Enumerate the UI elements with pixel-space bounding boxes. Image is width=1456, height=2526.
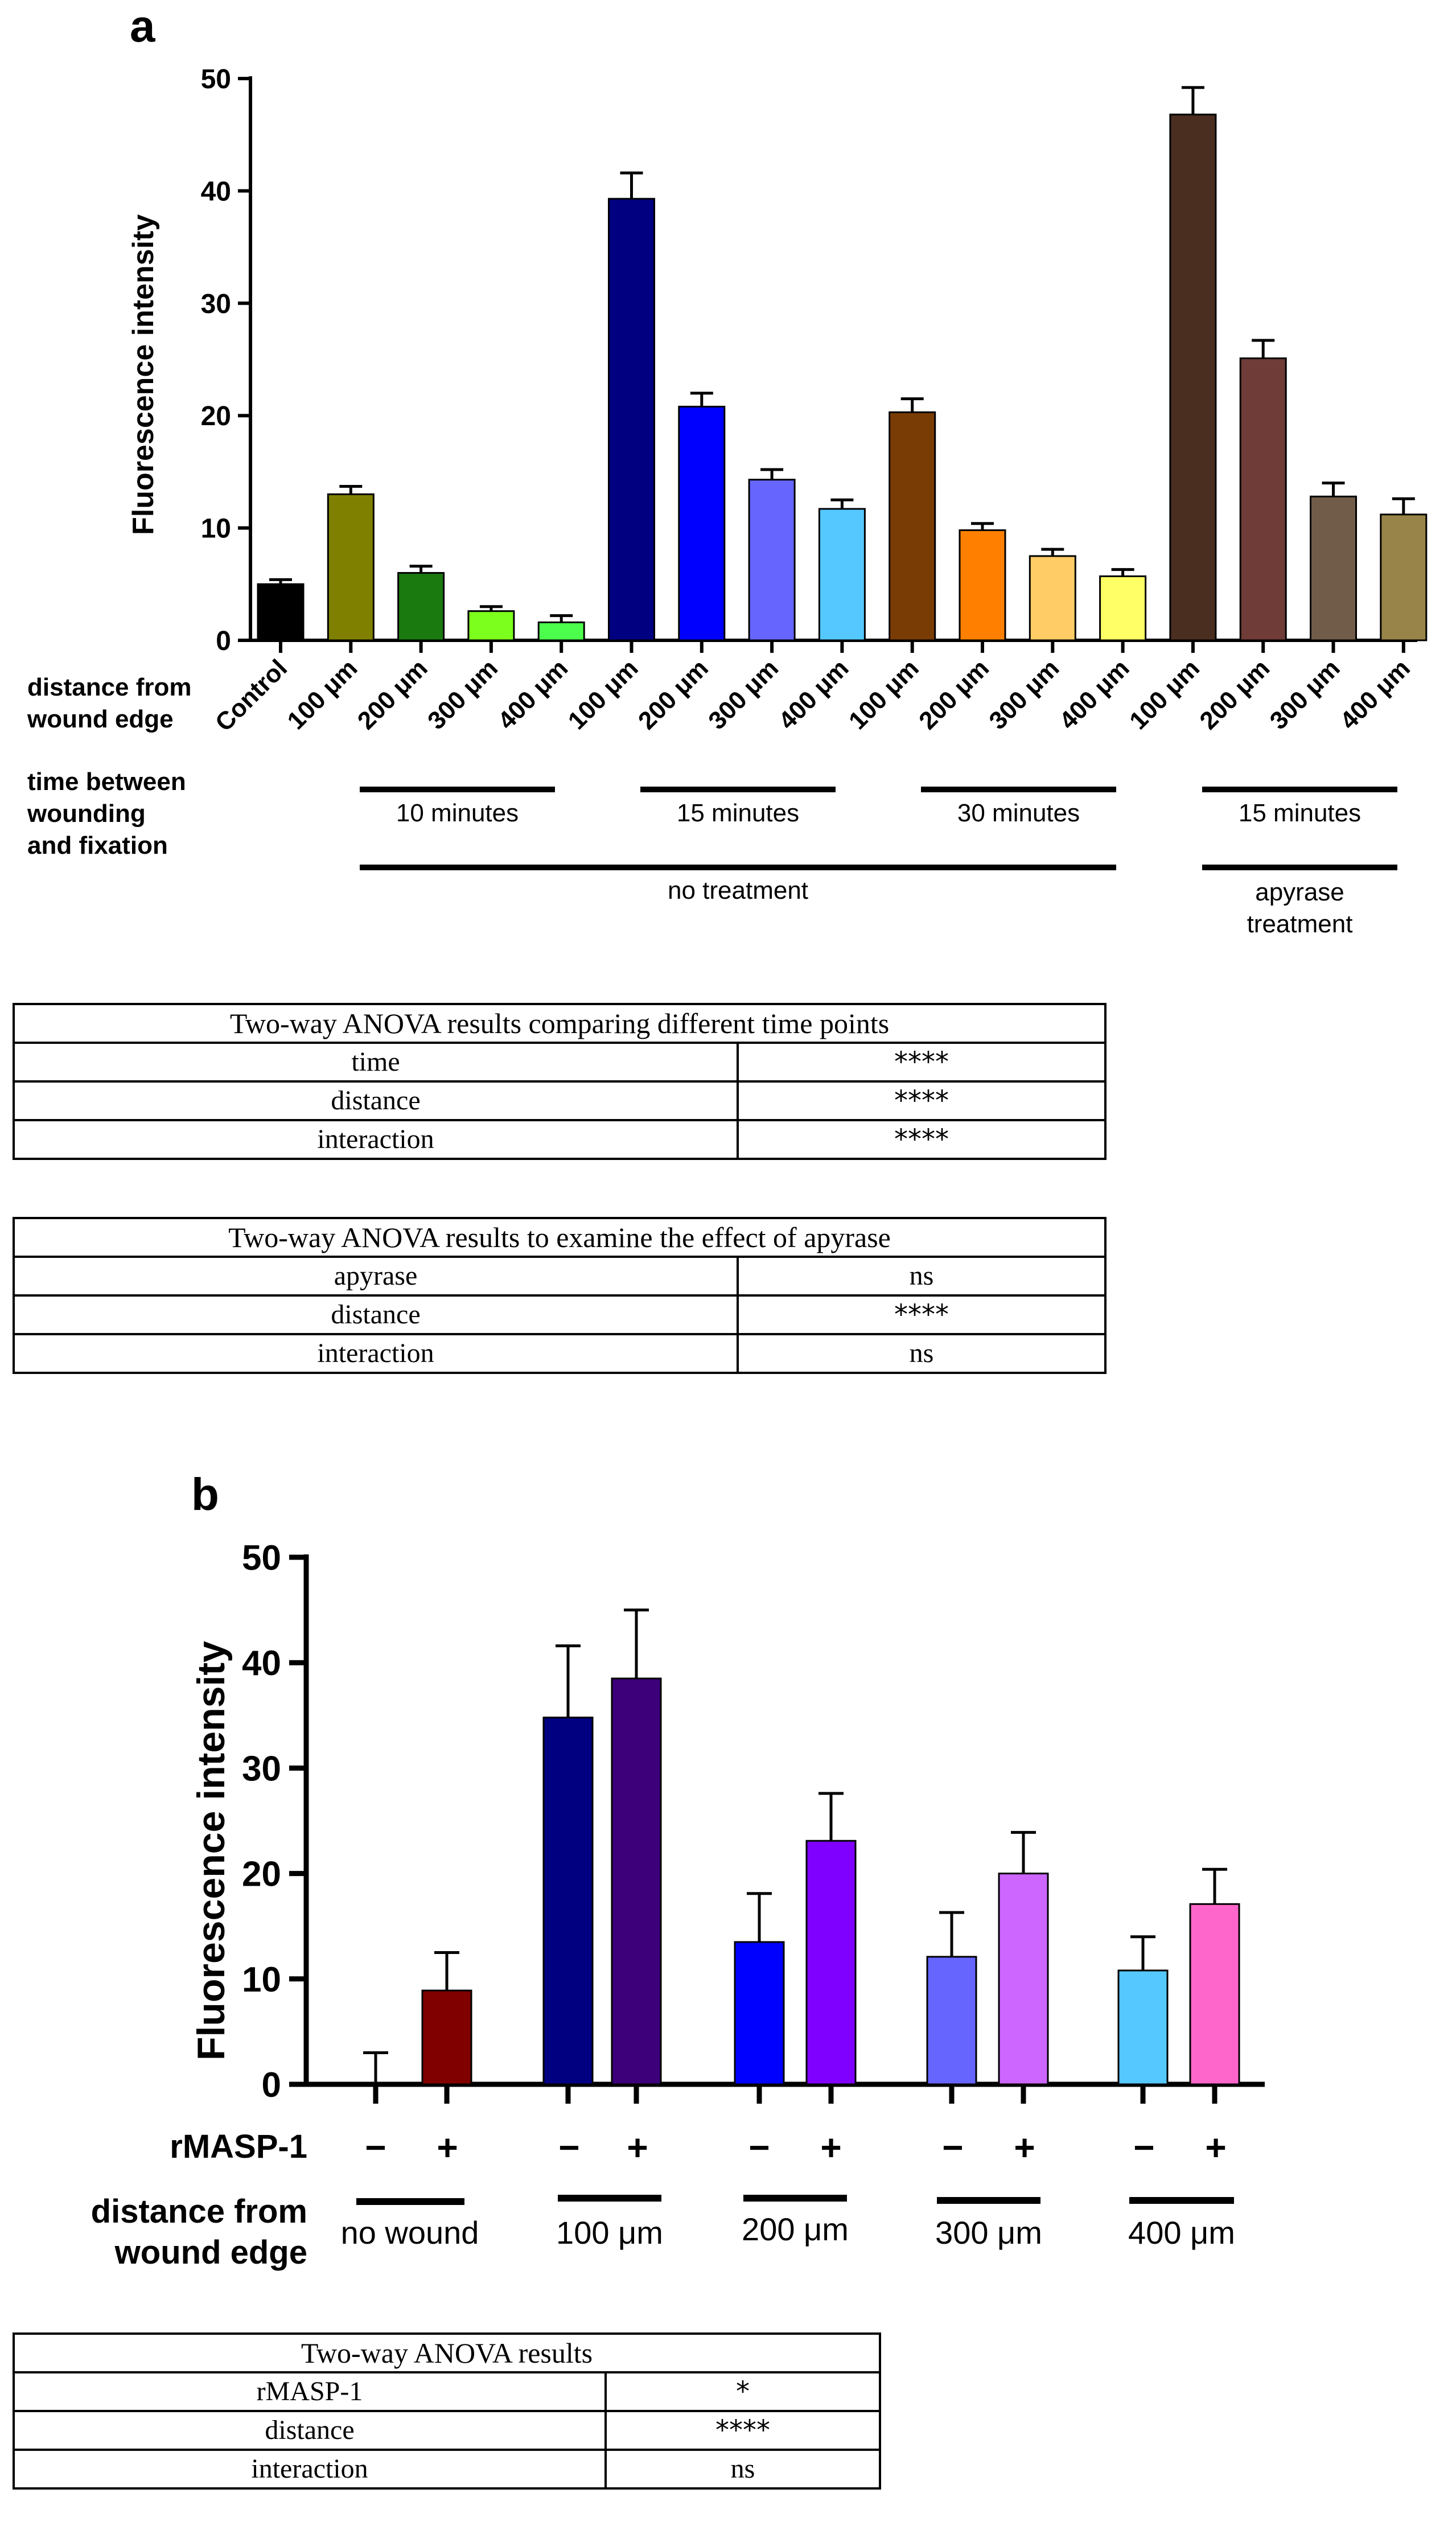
table-sig: ns — [604, 2449, 881, 2490]
anova-table-apyrase: Two-way ANOVA results to examine the eff… — [13, 1217, 1107, 1374]
panel-b-rmasp-row-label: rMASP-1 — [170, 2128, 307, 2165]
bar — [1029, 555, 1076, 641]
bar — [1169, 113, 1217, 641]
y-tick-label: 20 — [201, 401, 231, 431]
bar — [257, 583, 305, 641]
time-group-15min-apyrase: 15 minutes — [1238, 799, 1362, 827]
anova-table-rmasp: Two-way ANOVA results rMASP-1 * distance *… — [13, 2332, 881, 2490]
bar — [537, 621, 585, 641]
table-factor: distance — [13, 1080, 739, 1121]
table-factor: interaction — [13, 1333, 739, 1374]
y-tick-label: 40 — [201, 176, 231, 207]
table-sig: **** — [737, 1119, 1107, 1160]
panel-b-group-lines — [356, 2195, 1234, 2205]
bar — [889, 411, 936, 641]
table-sig: **** — [737, 1294, 1107, 1335]
time-group-30min: 30 minutes — [957, 799, 1080, 827]
table-sig: ns — [737, 1333, 1107, 1374]
sign-minus: − — [558, 2127, 580, 2168]
table-title: Two-way ANOVA results to examine the eff… — [13, 1217, 1107, 1258]
sign-minus: − — [1133, 2127, 1155, 2168]
table-sig: **** — [737, 1080, 1107, 1121]
panel-a-label: a — [130, 1, 155, 51]
distance-group-300: 300 μm — [935, 2215, 1042, 2251]
table-sig: * — [604, 2371, 881, 2412]
table-factor: distance — [13, 1294, 739, 1335]
sign-plus: + — [820, 2127, 842, 2168]
panel-a-time-row-label: time between wounding and fixation — [27, 768, 186, 859]
anova-table-time: Two-way ANOVA results comparing differen… — [13, 1003, 1107, 1160]
panel-b-chart: 0 10 20 30 40 50 — [242, 1538, 1265, 2105]
table-title: Two-way ANOVA results comparing differen… — [13, 1003, 1107, 1044]
time-group-15min: 15 minutes — [676, 799, 800, 827]
table-title: Two-way ANOVA results — [13, 2332, 881, 2373]
bar — [397, 572, 445, 641]
table-factor: time — [13, 1042, 739, 1083]
bar — [678, 405, 726, 641]
distance-group-100: 100 μm — [556, 2215, 663, 2251]
y-tick-label: 40 — [242, 1644, 281, 1683]
treatment-group-apyrase: apyrase treatment — [1247, 878, 1353, 938]
table-sig: **** — [604, 2410, 881, 2451]
bar — [421, 1989, 472, 2085]
table-factor: interaction — [13, 2449, 607, 2490]
time-group-10min: 10 minutes — [396, 799, 519, 827]
panel-a-distance-row-label: distance from wound edge — [27, 673, 192, 733]
sign-plus: + — [627, 2127, 648, 2168]
y-tick-label: 0 — [262, 2066, 281, 2105]
panel-a-group-lines — [360, 787, 1397, 870]
table-factor: distance — [13, 2410, 607, 2451]
sign-plus: + — [437, 2127, 458, 2168]
sign-plus: + — [1205, 2127, 1227, 2168]
bar — [926, 1956, 977, 2085]
sign-plus: + — [1014, 2127, 1035, 2168]
bar — [611, 1677, 662, 2085]
bar — [327, 493, 375, 641]
panel-b-distance-row-label: distance from wound edge — [91, 2193, 307, 2271]
y-tick-label: 30 — [242, 1749, 281, 1788]
bar — [998, 1873, 1049, 2085]
bar — [734, 1941, 785, 2085]
y-tick-label: 50 — [201, 64, 231, 94]
bar — [542, 1717, 594, 2085]
y-tick-label: 0 — [216, 626, 231, 656]
bar — [748, 479, 796, 641]
bar — [608, 198, 655, 641]
distance-group-no-wound: no wound — [340, 2215, 479, 2251]
y-tick-label: 50 — [242, 1538, 281, 1578]
distance-group-400: 400 μm — [1128, 2215, 1235, 2251]
table-factor: apyrase — [13, 1256, 739, 1297]
sign-minus: − — [365, 2127, 386, 2168]
bar — [1189, 1903, 1240, 2085]
y-tick-label: 30 — [201, 289, 231, 319]
y-tick-label: 10 — [201, 514, 231, 544]
sign-minus: − — [748, 2127, 770, 2168]
table-sig: **** — [737, 1042, 1107, 1083]
bar — [1099, 575, 1147, 641]
distance-group-200: 200 μm — [742, 2211, 849, 2247]
table-factor: interaction — [13, 1119, 739, 1160]
bar — [818, 508, 866, 641]
table-sig: ns — [737, 1256, 1107, 1297]
table-factor: rMASP-1 — [13, 2371, 607, 2412]
y-tick-label: 20 — [242, 1855, 281, 1894]
y-tick-label: 10 — [242, 1960, 281, 2000]
sign-minus: − — [942, 2127, 964, 2168]
panel-b-label: b — [191, 1469, 219, 1520]
treatment-group-none: no treatment — [667, 877, 809, 904]
bar — [1380, 513, 1428, 641]
bar — [1239, 357, 1287, 641]
